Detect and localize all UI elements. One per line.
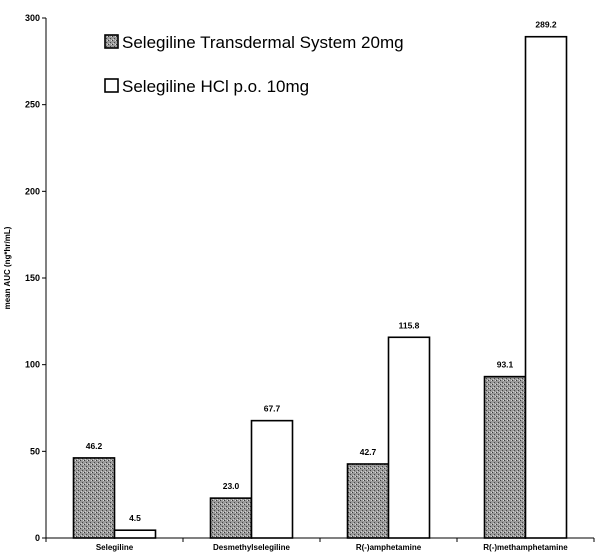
bar-oral: [113, 529, 157, 539]
category-labels: Selegiline Desmethylselegiline R(-)ampheta…: [45, 538, 595, 552]
data-label: 115.8: [399, 320, 420, 330]
category-label: Desmethylselegiline: [213, 543, 290, 552]
data-label: 93.1: [497, 360, 514, 370]
data-label: 289.2: [535, 20, 557, 30]
y-tick-label: 200: [25, 186, 40, 196]
legend-label: Selegiline HCl p.o. 10mg: [122, 77, 309, 96]
bar-oral: [250, 419, 294, 539]
category-label: R(-)methamphetamine: [483, 543, 568, 552]
bar-transdermal: [72, 457, 116, 539]
category-label: Selegiline: [96, 543, 134, 552]
data-label: 4.5: [129, 513, 141, 523]
data-label: 67.7: [264, 404, 281, 414]
y-tick-label: 150: [25, 273, 40, 283]
bar-transdermal: [209, 497, 253, 539]
data-label: 46.2: [86, 441, 103, 451]
y-tick-label: 250: [25, 100, 40, 110]
data-label: 23.0: [223, 481, 240, 491]
y-axis-label: mean AUC (ng*hr/mL): [3, 226, 12, 309]
bars: [72, 35, 568, 539]
bar-transdermal: [483, 375, 527, 539]
y-tick-label: 300: [25, 13, 40, 23]
legend-swatch-oral: [104, 78, 119, 93]
bar-transdermal: [346, 463, 390, 539]
y-tick-label: 0: [35, 533, 40, 543]
legend-swatch-transdermal: [104, 34, 119, 49]
y-tick-label: 100: [25, 360, 40, 370]
y-axis-ticks: 0 50 100 150 200 250 300: [25, 13, 46, 543]
legend-label: Selegiline Transdermal System 20mg: [122, 33, 404, 52]
bar-oral: [387, 336, 431, 539]
y-tick-label: 50: [30, 446, 40, 456]
data-labels: 46.2 23.0 42.7 93.1 4.5 67.7 115.8 289.2: [86, 20, 557, 523]
data-label: 42.7: [360, 447, 377, 457]
legend: Selegiline Transdermal System 20mg Selegi…: [104, 33, 404, 96]
bar-oral: [524, 35, 568, 539]
category-label: R(-)amphetamine: [356, 543, 422, 552]
